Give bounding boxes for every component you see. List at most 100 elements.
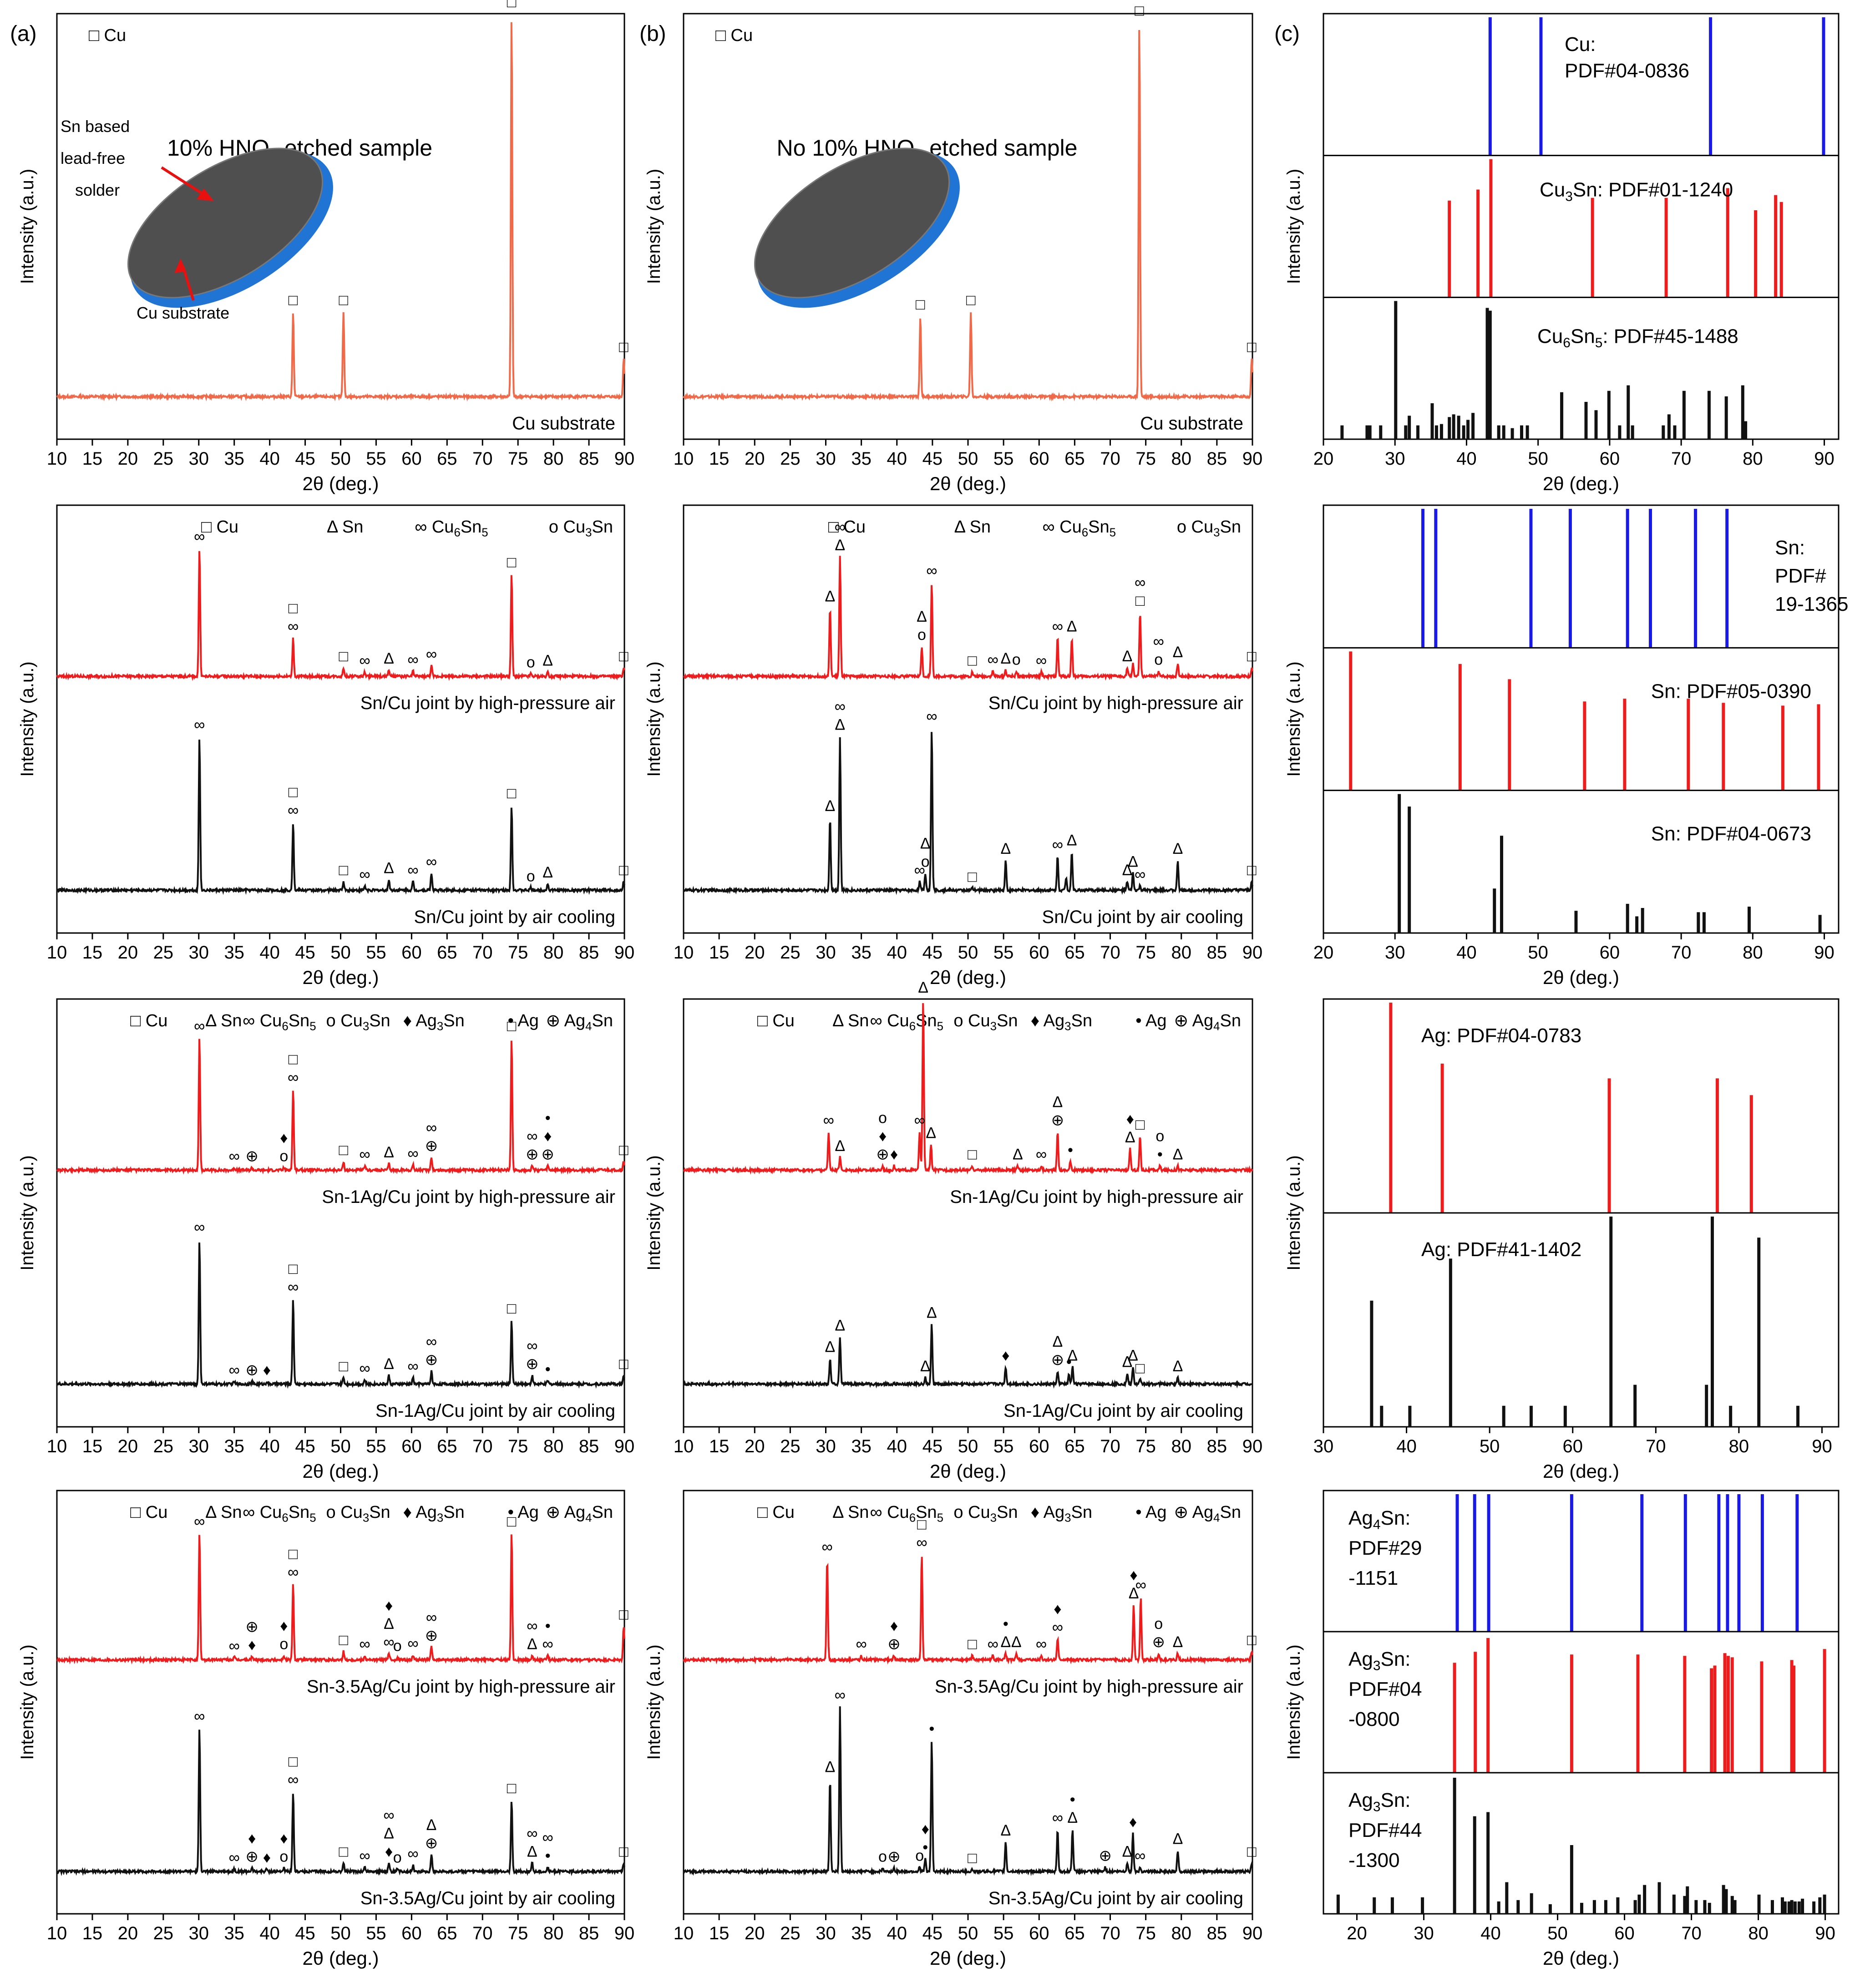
x-tick-label: 45: [295, 1436, 315, 1456]
y-axis-label: Intensity (a.u.): [17, 1644, 37, 1760]
series-name: Sn/Cu joint by air cooling: [414, 907, 615, 927]
text-run: 19-1365: [1775, 593, 1848, 615]
x-tick-label: 90: [614, 1436, 635, 1456]
peak-marker: ∞: [229, 1849, 240, 1866]
peak-marker: □: [507, 0, 517, 11]
series-line: [683, 1557, 1253, 1665]
legend-entry: ♦ Ag3Sn: [403, 1011, 465, 1033]
x-tick-label: 30: [189, 1436, 209, 1456]
legend-entry: o Cu3Sn: [549, 517, 613, 539]
text-run: 3: [437, 1020, 443, 1033]
x-tick-label: 60: [401, 943, 422, 963]
peak-marker: ∞: [1052, 1809, 1063, 1826]
peak-marker: ∞: [542, 1829, 553, 1846]
text-run: 5: [937, 1020, 943, 1033]
x-tick-label: 60: [1029, 449, 1049, 469]
text-run: -1151: [1348, 1567, 1398, 1589]
series-name: Sn-3.5Ag/Cu joint by high-pressure air: [307, 1677, 615, 1697]
peak-marker: □: [968, 1146, 977, 1163]
peak-marker: ∞: [359, 652, 370, 669]
x-tick-label: 75: [508, 449, 528, 469]
x-tick-label: 50: [1528, 943, 1548, 963]
peak-marker: Δ: [1013, 1146, 1023, 1163]
x-tick-label: 55: [993, 1436, 1014, 1456]
text-run: □ Cu: [757, 1503, 795, 1522]
peak-marker: □: [1247, 338, 1257, 355]
peak-marker: ∞: [229, 1637, 240, 1654]
text-run: 6: [1082, 526, 1088, 539]
x-tick-label: 90: [1814, 943, 1835, 963]
text-run: 6: [282, 1511, 288, 1524]
x-tick-label: 30: [816, 943, 836, 963]
text-run: o Cu: [1177, 517, 1213, 537]
legend-entry: Δ Sn: [327, 517, 363, 537]
text-run: 3: [990, 1511, 997, 1524]
text-run: ∞ Cu: [870, 1011, 909, 1030]
x-tick-label: 90: [1242, 1436, 1263, 1456]
peak-marker: ∞: [835, 1686, 846, 1704]
text-run: 4: [1213, 1020, 1220, 1033]
reference-label: Cu:: [1565, 33, 1596, 56]
y-axis-label: Intensity (a.u.): [644, 1644, 664, 1760]
peak-marker: ∞: [1135, 574, 1145, 591]
x-tick-label: 30: [189, 1923, 209, 1943]
chart-c1: 20 30 40 50 60 70 80 90 2θ (deg.) Intensity (a.u.…: [1284, 13, 1840, 494]
text-run: PDF#04: [1348, 1678, 1422, 1700]
text-run: Δ Sn: [832, 1503, 869, 1522]
peak-marker: o: [915, 1847, 924, 1865]
x-tick-label: 10: [674, 943, 694, 963]
text-run: 4: [585, 1511, 592, 1524]
x-tick-label: 25: [153, 943, 174, 963]
peak-marker: Δ: [825, 588, 836, 605]
peak-marker: Δ: [917, 608, 927, 625]
x-axis-label: 2θ (deg.): [1543, 473, 1619, 494]
peak-marker: □: [507, 1300, 517, 1317]
x-tick-label: 30: [816, 1436, 836, 1456]
peak-marker: o: [1154, 1615, 1163, 1633]
peak-marker: ∞: [407, 651, 418, 669]
peak-marker: ♦: [544, 1128, 552, 1145]
legend-entry: ∞ Cu6Sn5: [1043, 517, 1116, 539]
peak-marker: ♦: [248, 1830, 256, 1847]
peak-marker: ♦: [263, 1361, 271, 1379]
x-tick-label: 50: [330, 943, 351, 963]
peak-marker: ∞: [288, 618, 299, 635]
peak-marker: ∞: [359, 1636, 370, 1653]
peak-marker: ♦: [280, 1618, 288, 1635]
legend-entry: ∞ Cu6Sn5: [243, 1503, 316, 1524]
x-tick-label: 65: [437, 943, 457, 963]
peak-marker: ∞: [914, 862, 925, 879]
x-tick-label: 30: [1385, 449, 1405, 469]
y-axis-label: Intensity (a.u.): [644, 169, 664, 284]
text-run: Ag: PDF#41-1402: [1421, 1238, 1581, 1261]
peak-marker: Δ: [384, 1144, 394, 1161]
peak-marker: ∞: [194, 1018, 205, 1035]
text-run: Ag: [1348, 1507, 1373, 1529]
x-tick-label: 80: [543, 943, 564, 963]
peak-marker: Δ: [1053, 1333, 1063, 1350]
x-tick-label: 85: [1207, 449, 1227, 469]
peak-marker: ∞: [1135, 1577, 1146, 1594]
x-tick-label: 35: [224, 1436, 244, 1456]
x-tick-label: 10: [47, 449, 67, 469]
x-tick-label: 30: [1313, 1436, 1334, 1456]
text-run: 3: [1064, 1020, 1071, 1033]
series-line: [683, 732, 1253, 895]
text-run: ∞ Cu: [243, 1011, 282, 1030]
peak-marker: □: [1247, 1843, 1257, 1860]
peak-marker: ∞: [1036, 1146, 1047, 1163]
text-run: Cu: [1537, 325, 1563, 347]
peak-marker: ∞: [288, 802, 299, 819]
peak-marker: ∞: [527, 1128, 537, 1145]
disk-rim: [127, 147, 324, 299]
x-tick-label: 50: [958, 1436, 978, 1456]
peak-marker: Δ: [1125, 1129, 1135, 1146]
series-name: Sn-1Ag/Cu joint by high-pressure air: [950, 1187, 1243, 1207]
series-name: Sn/Cu joint by high-pressure air: [360, 693, 615, 713]
text-run: 6: [909, 1020, 916, 1033]
peak-marker: Δ: [1067, 1347, 1078, 1364]
peak-marker: ∞: [383, 1806, 394, 1824]
peak-marker: Δ: [542, 864, 553, 881]
text-run: 3: [363, 1020, 369, 1033]
